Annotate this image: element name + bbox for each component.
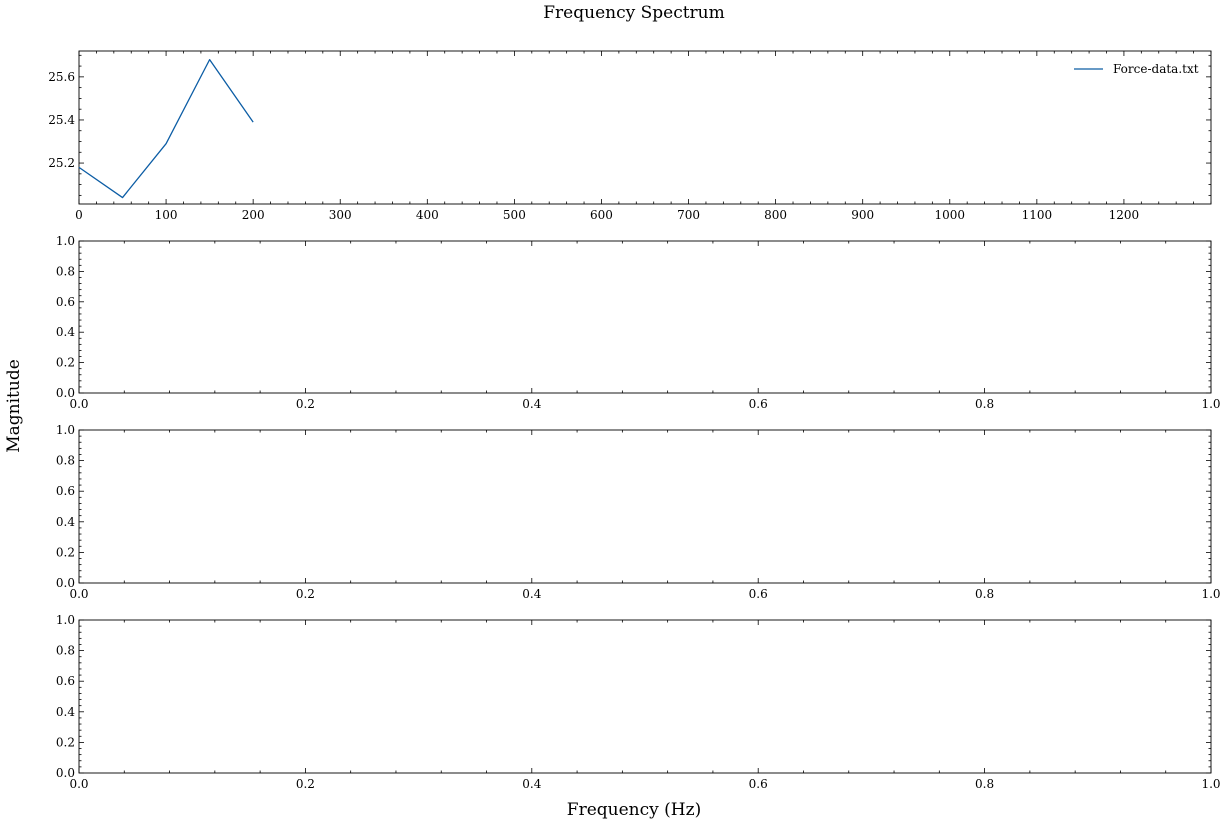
x-tick-label: 900	[851, 208, 874, 222]
x-tick-label: 300	[329, 208, 352, 222]
x-tick-label: 0.2	[296, 777, 315, 791]
x-tick-label: 0.8	[975, 587, 994, 601]
y-tick-label: 25.2	[48, 156, 75, 170]
x-tick-label: 0.4	[522, 777, 541, 791]
y-tick-label: 0.0	[56, 386, 75, 400]
y-tick-label: 0.4	[56, 705, 75, 719]
figure-title: Frequency Spectrum	[543, 3, 725, 23]
subplots: 0 100 200 300 400 500 600 700 800 900 1000 1100 1200…	[48, 50, 1221, 791]
y-tick-label: 0.8	[56, 454, 75, 468]
figure-x-label: Frequency (Hz)	[567, 800, 701, 820]
y-tick-label: 0.6	[56, 674, 75, 688]
x-tick-label: 0.0	[69, 587, 88, 601]
axes-frame	[78, 240, 1212, 394]
axes-frame	[78, 50, 1212, 205]
y-tick-label: 0.6	[56, 295, 75, 309]
x-tick-label: 0.0	[69, 777, 88, 791]
minor-ticks	[79, 241, 1211, 393]
legend-label: Force-data.txt	[1113, 62, 1199, 76]
minor-ticks	[79, 620, 1211, 773]
y-tick-label: 0.0	[56, 766, 75, 780]
x-tick-label: 0.4	[522, 587, 541, 601]
subplot-1: 0 100 200 300 400 500 600 700 800 900 1000 1100 1200…	[48, 50, 1212, 222]
x-tick-label: 1100	[1022, 208, 1053, 222]
x-tick-label: 0.8	[975, 397, 994, 411]
x-tick-label: 1.0	[1201, 777, 1220, 791]
figure-y-label: Magnitude	[4, 359, 24, 453]
y-tick-label: 0.8	[56, 644, 75, 658]
x-tick-label: 500	[503, 208, 526, 222]
y-tick-label: 25.4	[48, 113, 75, 127]
x-tick-label: 0.6	[749, 587, 768, 601]
x-tick-label: 800	[764, 208, 787, 222]
x-tick-label: 0.8	[975, 777, 994, 791]
x-tick-label: 600	[590, 208, 613, 222]
x-tick-label: 100	[155, 208, 178, 222]
x-tick-label: 0.2	[296, 587, 315, 601]
minor-ticks	[79, 430, 1211, 583]
y-tick-label: 0.2	[56, 545, 75, 559]
y-tick-label: 0.6	[56, 484, 75, 498]
x-tick-label: 0.6	[749, 397, 768, 411]
y-tick-label: 1.0	[56, 613, 75, 627]
x-tick-label: 200	[242, 208, 265, 222]
x-tick-label: 1.0	[1201, 587, 1220, 601]
y-tick-label: 0.2	[56, 735, 75, 749]
minor-ticks	[79, 51, 1212, 204]
axes-frame	[78, 429, 1212, 584]
series-line-1	[78, 58, 254, 199]
x-tick-label: 1200	[1109, 208, 1140, 222]
legend: Force-data.txt	[1074, 62, 1199, 76]
subplot-2: 0.0 0.2 0.4 0.6 0.8 1.0 0.0 0.2 0.4 0.6 0.8 1.0	[56, 234, 1221, 411]
x-tick-label: 1000	[934, 208, 965, 222]
y-tick-label: 0.4	[56, 515, 75, 529]
subplot-3: 0.0 0.2 0.4 0.6 0.8 1.0 0.0 0.2 0.4 0.6 0.8 1.0	[56, 423, 1221, 601]
x-tick-label: 0.6	[749, 777, 768, 791]
y-tick-label: 25.6	[48, 70, 75, 84]
y-tick-label: 0.2	[56, 356, 75, 370]
y-tick-label: 0.8	[56, 264, 75, 278]
y-tick-label: 1.0	[56, 423, 75, 437]
y-tick-label: 0.4	[56, 325, 75, 339]
axes-frame	[78, 619, 1212, 774]
x-tick-label: 700	[677, 208, 700, 222]
x-tick-label: 1.0	[1201, 397, 1220, 411]
x-tick-label: 0.2	[296, 397, 315, 411]
y-tick-label: 0.0	[56, 576, 75, 590]
x-tick-label: 0.0	[69, 397, 88, 411]
subplot-4: 0.0 0.2 0.4 0.6 0.8 1.0 0.0 0.2 0.4 0.6 0.8 1.0	[56, 613, 1221, 791]
x-tick-label: 0	[75, 208, 83, 222]
x-tick-label: 0.4	[522, 397, 541, 411]
x-tick-label: 400	[416, 208, 439, 222]
y-tick-label: 1.0	[56, 234, 75, 248]
